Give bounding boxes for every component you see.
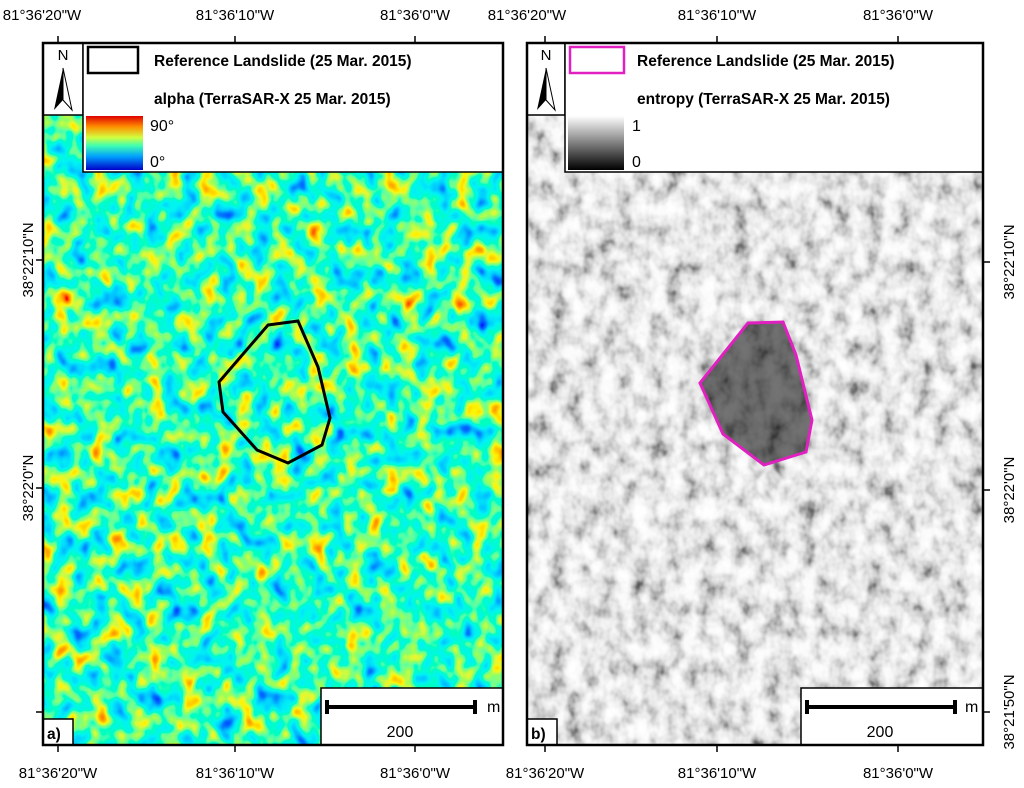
lon-label: 81°36'10"W (678, 765, 757, 782)
scalebar (325, 700, 477, 714)
lon-label: 81°36'20"W (19, 765, 98, 782)
legend-layer-label: entropy (TerraSAR-X 25 Mar. 2015) (637, 91, 890, 108)
colorbar-max: 1 (632, 118, 641, 135)
lat-coords: 38°22'10"N 38°22'0"N 38°22'10"N 38°22'0"… (20, 222, 1018, 749)
legend-box (564, 42, 984, 173)
frame (41, 41, 505, 747)
north-arrow (62, 67, 73, 112)
colorbar-min: 0° (150, 154, 165, 171)
lat-label: 38°22'10"N (1001, 224, 1018, 299)
landslide-outline (217, 319, 332, 465)
legend-outline-label: Reference Landslide (25 Mar. 2015) (154, 53, 412, 70)
lat-label: 38°22'0"N (1001, 457, 1018, 524)
panel-label: b) (531, 726, 546, 743)
colorbar (86, 116, 143, 170)
frame (525, 41, 985, 747)
scalebar-value: 200 (387, 724, 414, 741)
colorbar-max: 90° (150, 118, 174, 135)
lon-label: 81°36'20"W (3, 7, 82, 24)
top-coords: 81°36'20"W 81°36'10"W 81°36'0"W 81°36'20… (3, 7, 934, 24)
bottom-coords: 81°36'20"W 81°36'10"W 81°36'0"W 81°36'20… (19, 765, 934, 782)
scalebar (805, 700, 957, 714)
landslide-outline (698, 320, 814, 467)
legend-outline-swatch (568, 45, 626, 75)
north-arrow (54, 68, 63, 110)
lon-label: 81°36'10"W (196, 7, 275, 24)
colorbar (568, 116, 624, 170)
panel-b: N Reference Landslide (25 Mar. 2015) ent… (525, 41, 985, 747)
lon-label: 81°36'0"W (863, 7, 934, 24)
lat-label: 38°22'10"N (20, 222, 37, 297)
scalebar-unit: m (965, 699, 978, 716)
lon-label: 81°36'20"W (488, 7, 567, 24)
scalebar-box (800, 687, 984, 746)
lon-label: 81°36'10"W (196, 765, 275, 782)
panel-label-box (526, 718, 558, 746)
north-arrow (537, 68, 546, 110)
panel-label: a) (47, 726, 61, 743)
tick-marks (36, 36, 990, 752)
legend-box (82, 42, 504, 173)
panel-a: N Reference Landslide (25 Mar. 2015) alp… (41, 41, 505, 747)
legend-outline-swatch (86, 45, 140, 75)
legend-outline-label: Reference Landslide (25 Mar. 2015) (637, 53, 895, 70)
north-label: N (58, 47, 69, 64)
lon-label: 81°36'20"W (506, 765, 585, 782)
lon-label: 81°36'0"W (380, 765, 451, 782)
lon-label: 81°36'0"W (380, 7, 451, 24)
lat-label: 38°21'50"N (1001, 674, 1018, 749)
lat-label: 38°22'0"N (20, 455, 37, 522)
scalebar-unit: m (487, 699, 500, 716)
north-arrow (545, 67, 556, 112)
north-label: N (541, 47, 552, 64)
lon-label: 81°36'10"W (678, 7, 757, 24)
lon-label: 81°36'0"W (863, 765, 934, 782)
scalebar-value: 200 (867, 724, 894, 741)
colorbar-min: 0 (632, 154, 641, 171)
legend-layer-label: alpha (TerraSAR-X 25 Mar. 2015) (154, 91, 391, 108)
